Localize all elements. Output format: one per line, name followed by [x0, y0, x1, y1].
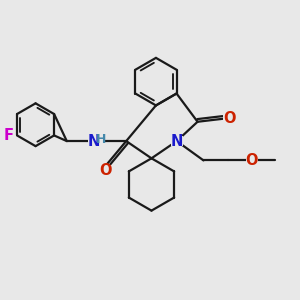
Text: O: O [245, 153, 258, 168]
Bar [171, 136, 183, 146]
Bar [98, 135, 104, 144]
Bar [3, 130, 15, 140]
Text: H: H [96, 133, 106, 146]
Bar [88, 136, 100, 146]
Text: N: N [171, 134, 183, 148]
Bar [224, 114, 235, 124]
Bar [100, 165, 111, 175]
Bar [246, 155, 258, 166]
Text: N: N [87, 134, 100, 148]
Text: O: O [223, 111, 236, 126]
Text: O: O [99, 163, 112, 178]
Text: F: F [4, 128, 14, 143]
